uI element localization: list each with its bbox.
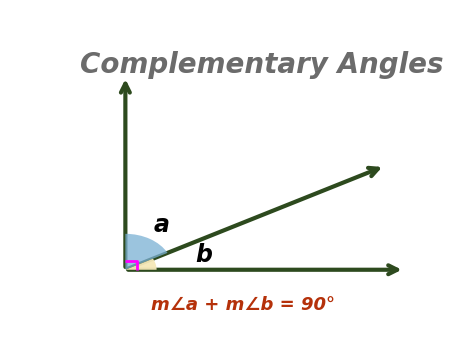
Text: Complementary Angles: Complementary Angles [80, 51, 443, 79]
Wedge shape [125, 234, 167, 270]
Text: m∠a + m∠b = 90°: m∠a + m∠b = 90° [151, 296, 335, 314]
Text: a: a [153, 213, 169, 237]
Text: b: b [195, 243, 212, 267]
Wedge shape [125, 259, 156, 270]
